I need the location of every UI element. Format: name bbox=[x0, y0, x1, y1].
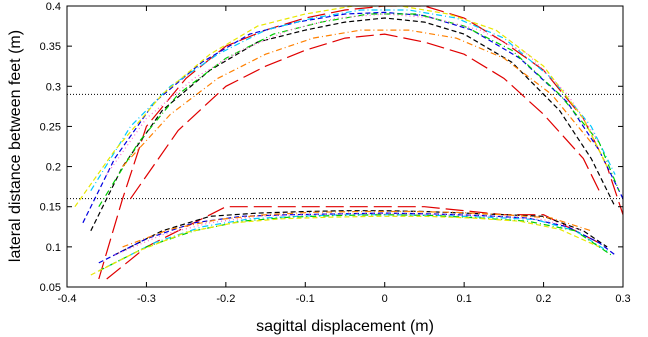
y-tick-label: 0.2 bbox=[46, 162, 61, 174]
y-tick-label: 0.15 bbox=[40, 202, 61, 214]
x-tick-label: 0.1 bbox=[456, 293, 471, 305]
x-tick-label: -0.1 bbox=[296, 293, 315, 305]
series-line bbox=[122, 210, 592, 248]
plot-frame bbox=[66, 5, 624, 288]
series-line bbox=[122, 29, 592, 168]
x-tick-label: 0.3 bbox=[615, 293, 630, 305]
x-tick-label: 0 bbox=[382, 293, 388, 305]
x-tick-label: -0.2 bbox=[216, 293, 235, 305]
series-line bbox=[90, 9, 616, 192]
series-line bbox=[74, 6, 608, 208]
y-tick-label: 0.1 bbox=[46, 242, 61, 254]
y-axis-label: lateral distance between feet (m) bbox=[7, 30, 24, 262]
x-tick-label: -0.4 bbox=[58, 293, 77, 305]
y-tick-label: 0.4 bbox=[46, 1, 61, 13]
series-line bbox=[130, 33, 600, 200]
series-layer bbox=[74, 6, 623, 280]
y-tick-label: 0.3 bbox=[46, 81, 61, 93]
series-line bbox=[90, 215, 600, 276]
series-line bbox=[106, 13, 600, 175]
series-line bbox=[114, 213, 584, 256]
x-tick-label: 0.2 bbox=[536, 293, 551, 305]
series-line bbox=[98, 13, 620, 208]
series-line bbox=[106, 214, 608, 268]
ticks-layer: -0.4 -0.3 -0.2 -0.1 0 0.1 0.2 0.3 0.05 0.1 0.15 0.2… bbox=[40, 1, 631, 305]
y-tick-label: 0.35 bbox=[40, 41, 61, 53]
x-tick-label: -0.3 bbox=[137, 293, 156, 305]
y-tick-label: 0.25 bbox=[40, 121, 61, 133]
y-tick-label: 0.05 bbox=[40, 282, 61, 294]
series-line bbox=[114, 210, 608, 256]
series-line bbox=[98, 214, 612, 272]
x-axis-label: sagittal displacement (m) bbox=[256, 318, 434, 335]
series-line bbox=[98, 6, 623, 280]
series-line bbox=[82, 11, 623, 224]
series-line bbox=[98, 212, 616, 264]
series-line bbox=[106, 206, 608, 280]
series-line bbox=[90, 17, 616, 232]
